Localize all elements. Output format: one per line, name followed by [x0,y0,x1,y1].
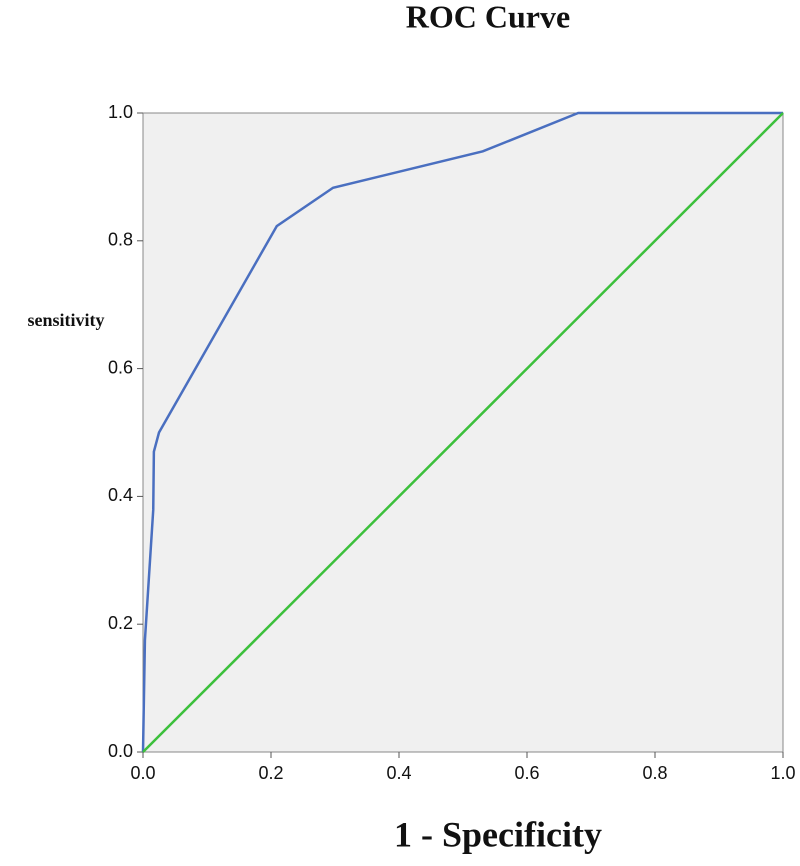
chart-title: ROC Curve [406,0,570,34]
y-tick-label: 0.8 [108,230,133,250]
y-tick-label: 0.2 [108,613,133,633]
x-tick-label: 0.8 [642,763,667,783]
y-tick-label: 0.4 [108,485,133,505]
x-tick-label: 0.4 [386,763,411,783]
x-tick-label: 0.6 [514,763,539,783]
x-axis-label: 1 - Specificity [394,814,602,854]
y-axis-label: sensitivity [27,310,104,330]
series-line [141,111,783,753]
x-tick-label: 0.0 [130,763,155,783]
x-tick-label: 1.0 [770,763,795,783]
y-tick-label: 0.0 [108,741,133,761]
series-line [142,112,784,753]
y-tick-label: 1.0 [108,102,133,122]
y-tick-label: 0.6 [108,357,133,377]
x-tick-label: 0.2 [258,763,283,783]
